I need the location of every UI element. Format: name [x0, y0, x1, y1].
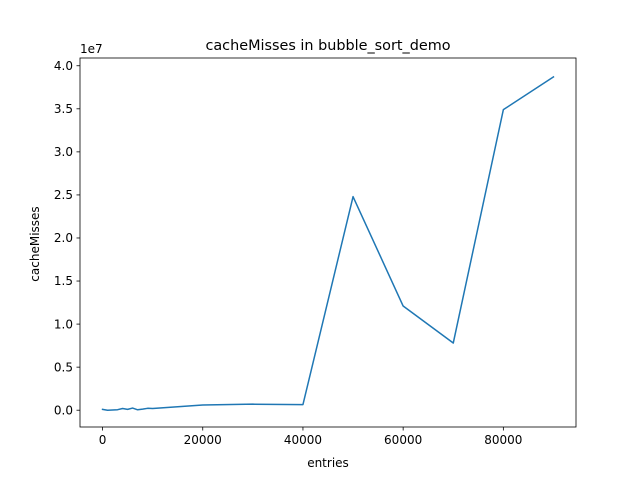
y-tick-label: 2.5 — [54, 188, 73, 202]
plot-frame — [79, 57, 577, 428]
plot-area: 0 20000 40000 60000 80000 0.0 0.5 1.0 1.5 2.0 2.5 3… — [54, 57, 577, 447]
y-axis-label: cacheMisses — [28, 206, 42, 281]
y-offset-label: 1e7 — [80, 42, 103, 56]
y-tick-label: 1.0 — [54, 317, 73, 331]
series-line-0 — [101, 75, 555, 411]
y-tick-label: 1.5 — [54, 274, 73, 288]
y-tick-label: 0.0 — [54, 403, 73, 417]
chart-title: cacheMisses in bubble_sort_demo — [205, 38, 450, 54]
x-tick-label: 40000 — [284, 433, 322, 447]
y-tick-label: 3.0 — [54, 145, 73, 159]
x-axis-label: entries — [307, 456, 349, 470]
x-tick-label: 0 — [99, 433, 107, 447]
y-tick-label: 4.0 — [54, 59, 73, 73]
y-tick-label: 3.5 — [54, 102, 73, 116]
x-tick-label: 60000 — [384, 433, 422, 447]
x-tick-label: 80000 — [484, 433, 522, 447]
y-tick-label: 0.5 — [54, 360, 73, 374]
y-tick-label: 2.0 — [54, 231, 73, 245]
x-tick-label: 20000 — [184, 433, 222, 447]
